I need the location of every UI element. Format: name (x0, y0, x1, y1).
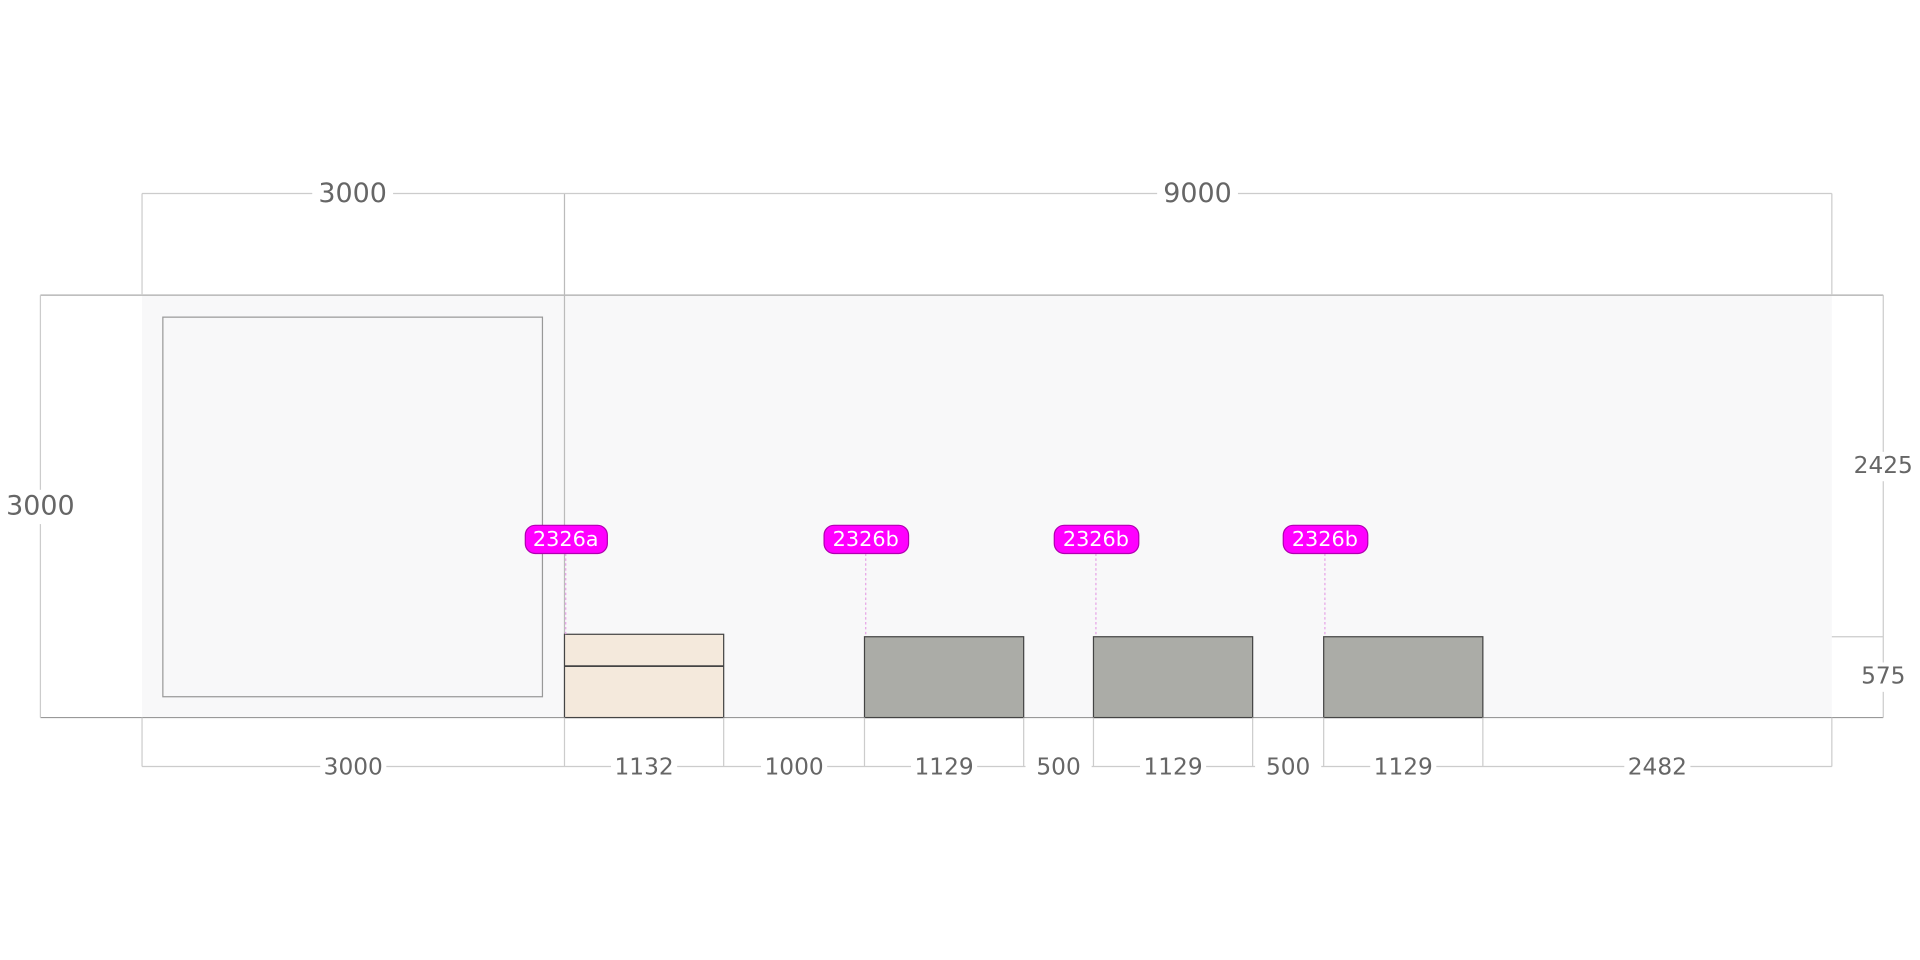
dimension-label: 500 (1266, 753, 1310, 780)
label-background (1370, 751, 1437, 782)
cabinet (1323, 636, 1484, 719)
dimension-label: 1132 (614, 753, 673, 780)
dimension-label: 3000 (324, 753, 383, 780)
label-background (1025, 751, 1092, 782)
dimension-label: 3000 (6, 490, 75, 521)
label-background (911, 751, 978, 782)
label-background (1140, 751, 1207, 782)
tag[interactable]: 2326b (1282, 524, 1369, 637)
dimension-label: 3000 (318, 178, 387, 209)
dimension-label: 2425 (1854, 452, 1913, 479)
label-background (320, 751, 387, 782)
label-background (1624, 751, 1691, 782)
dimension-label: 1000 (764, 753, 823, 780)
top-dimension: 3000 9000 (141, 177, 1833, 296)
tag-label: 2326a (533, 527, 599, 551)
window (162, 316, 544, 698)
dimension-label: 500 (1036, 753, 1080, 780)
bottom-dimension: 3000 1132 1000 1129 500 1129 500 1129 2482 (141, 717, 1833, 782)
cabinet (863, 636, 1025, 719)
dimension-label: 575 (1861, 663, 1905, 690)
cabinet (563, 633, 725, 719)
dimension-label: 1129 (1374, 753, 1433, 780)
right-dimension: 2425 575 (1831, 295, 1914, 718)
dimension-label: 1129 (1143, 753, 1202, 780)
dimension-label: 9000 (1163, 178, 1232, 209)
tag-label: 2326b (1292, 527, 1358, 551)
tag[interactable]: 2326a (524, 524, 608, 635)
cabinet (1092, 636, 1254, 719)
label-background (761, 751, 828, 782)
label-background (1255, 751, 1322, 782)
tag-label: 2326b (833, 527, 899, 551)
label-background (611, 751, 678, 782)
tag-label: 2326b (1063, 527, 1129, 551)
tag[interactable]: 2326b (823, 524, 910, 637)
left-dimension: 3000 (3, 295, 78, 718)
tag[interactable]: 2326b (1053, 524, 1140, 637)
dimension-label: 2482 (1628, 753, 1687, 780)
dimension-label: 1129 (914, 753, 973, 780)
